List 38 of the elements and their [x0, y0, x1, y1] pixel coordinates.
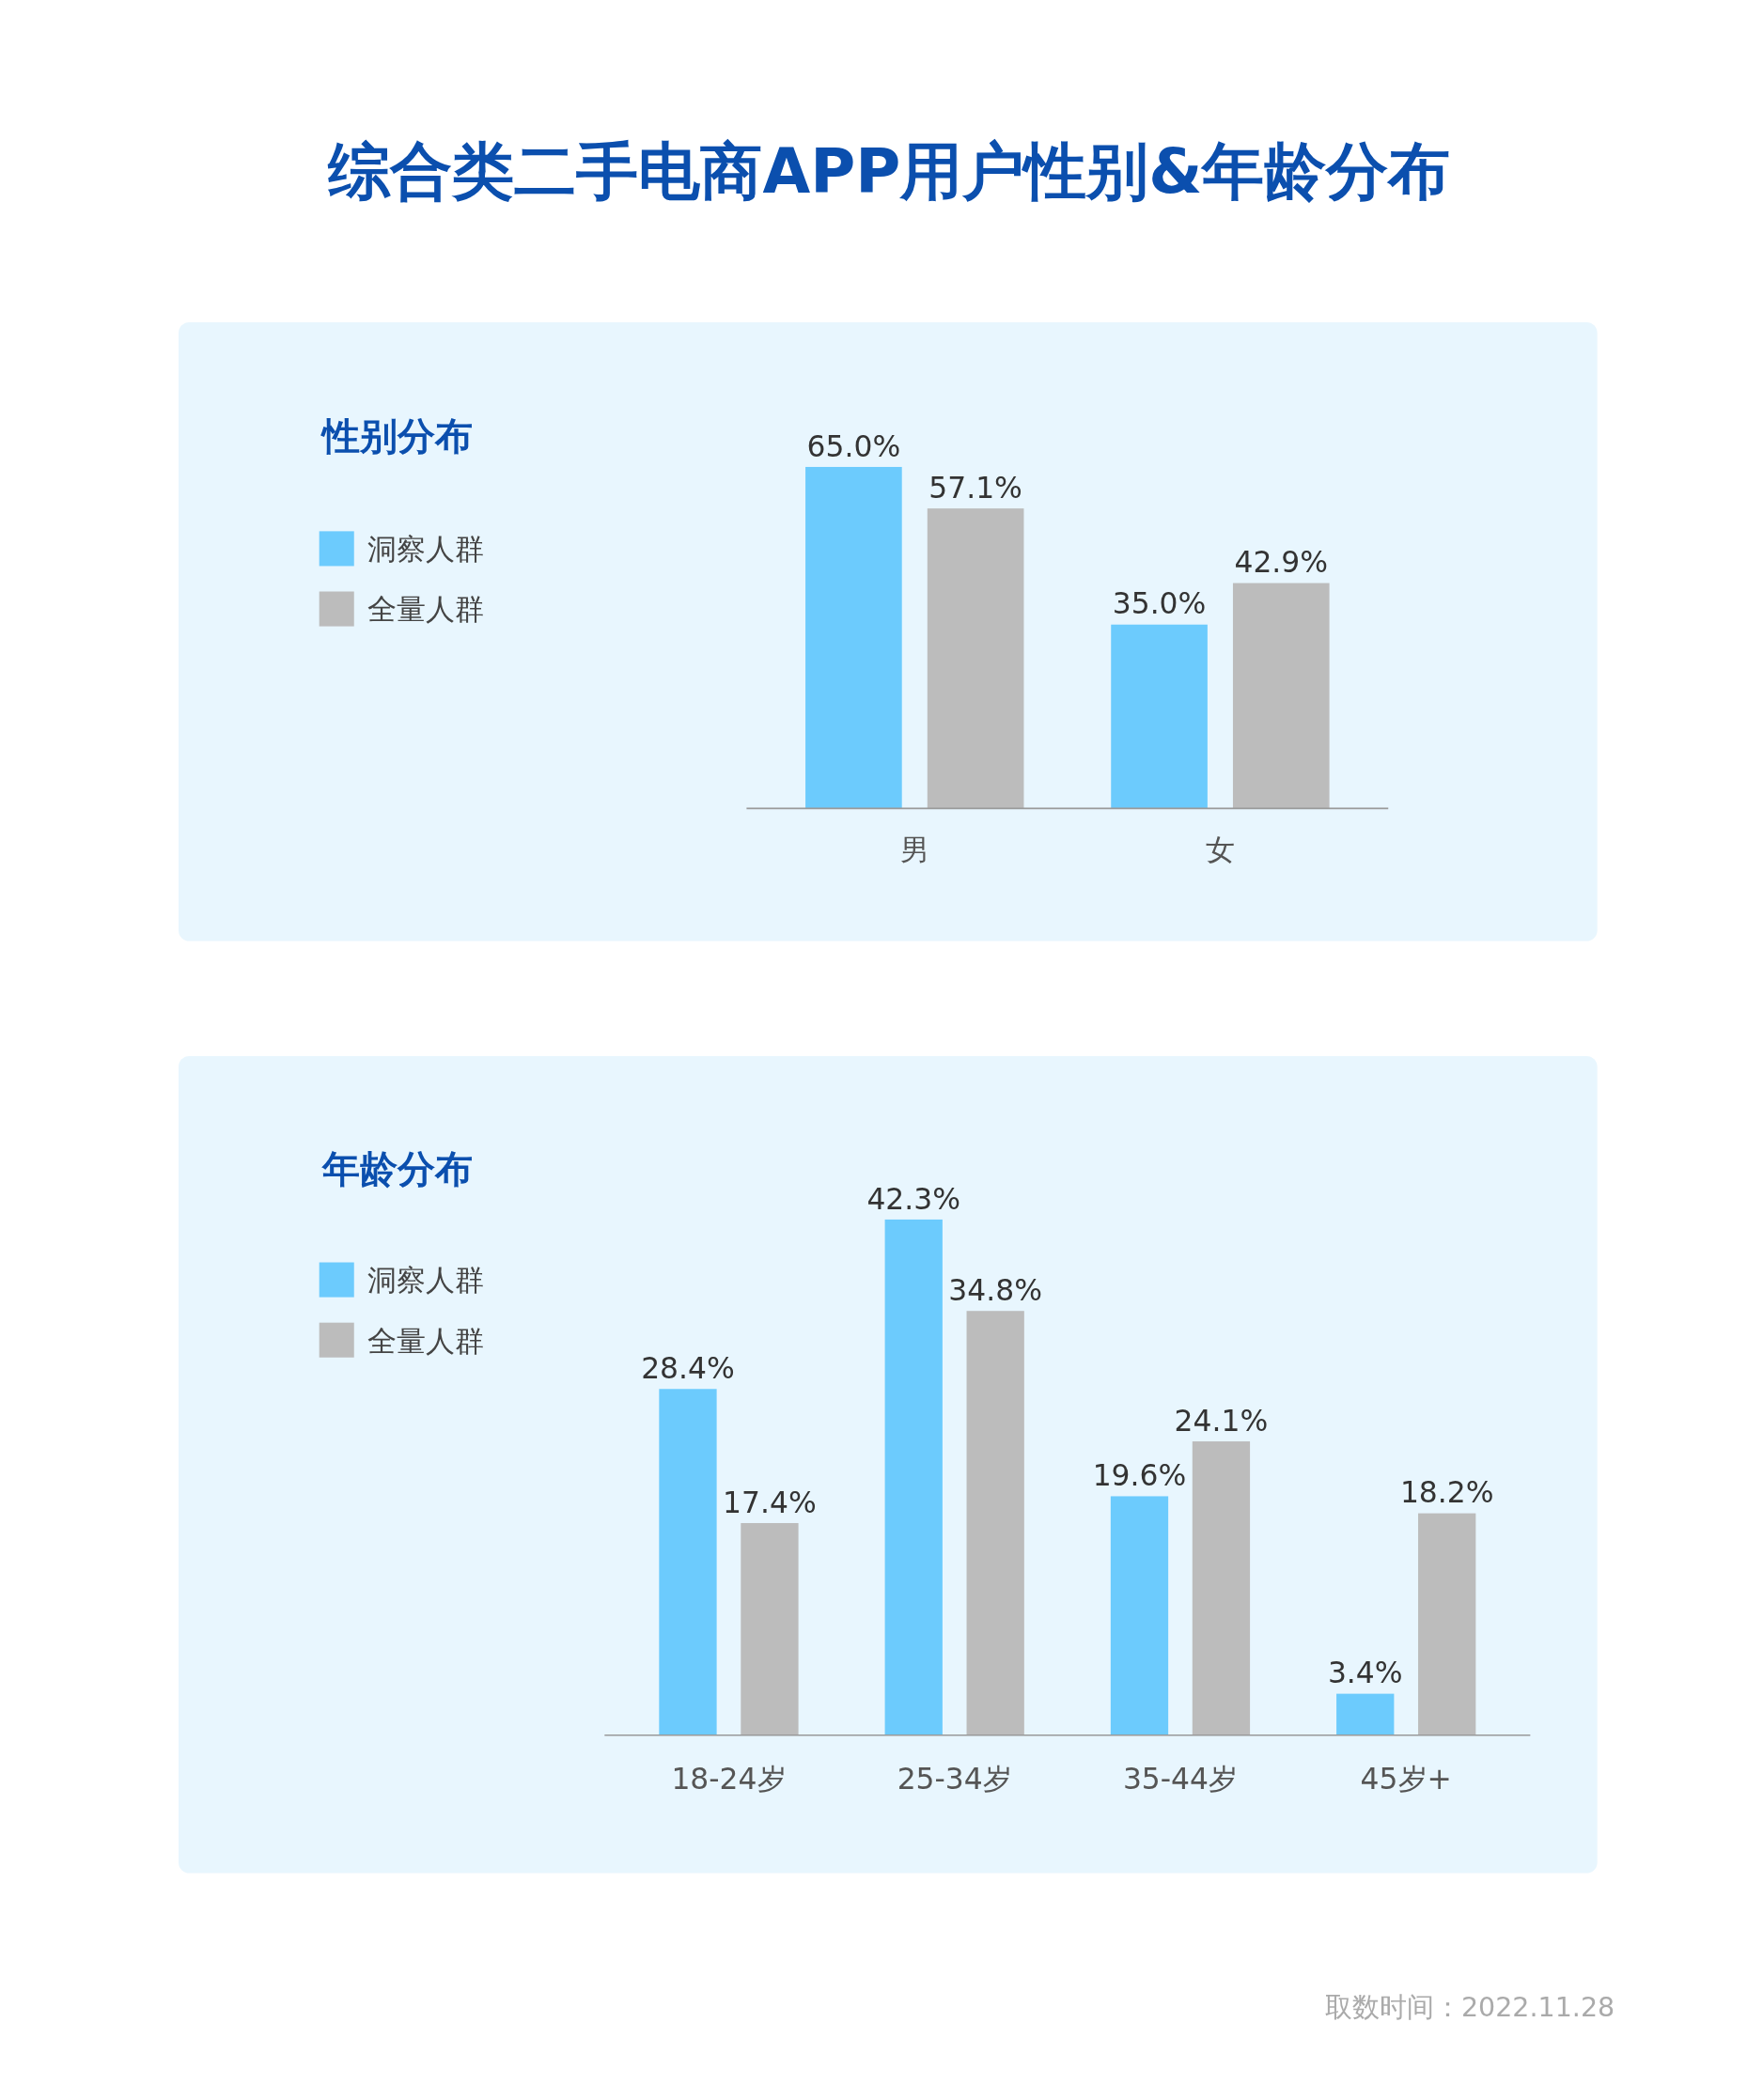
data-label: 42.3%	[866, 1181, 961, 1216]
text: 取数时间：2022.11.28	[1325, 1992, 1615, 2024]
bar	[805, 466, 903, 809]
data-label: 24.1%	[1175, 1403, 1269, 1438]
x-tick-label: 男	[900, 832, 930, 866]
data-label: 18.2%	[1400, 1475, 1494, 1510]
x-tick-label: 18-24岁	[671, 1761, 787, 1796]
legend-label: 洞察人群	[367, 1263, 485, 1298]
bar	[659, 1389, 718, 1735]
data-label: 57.1%	[928, 470, 1023, 505]
data-label: 35.0%	[1113, 586, 1207, 621]
bar	[741, 1523, 800, 1735]
legend-title: 年龄分布	[320, 1147, 473, 1191]
legend-label: 全量人群	[367, 592, 485, 627]
data-label: 42.9%	[1234, 545, 1329, 580]
data-label: 34.8%	[948, 1273, 1043, 1308]
legend-title: 性别分布	[320, 414, 473, 459]
legend-label: 全量人群	[367, 1323, 485, 1358]
bar	[885, 1220, 944, 1735]
x-tick-label: 35-44岁	[1123, 1761, 1239, 1796]
legend-label: 洞察人群	[367, 532, 485, 567]
data-label: 65.0%	[807, 428, 901, 463]
bar	[1111, 624, 1209, 809]
x-tick-label: 25-34岁	[897, 1761, 1013, 1796]
bar	[1111, 1496, 1169, 1735]
data-label: 3.4%	[1328, 1656, 1404, 1690]
x-tick-label: 45岁+	[1361, 1761, 1453, 1796]
bar	[1418, 1513, 1476, 1735]
x-tick-label: 女	[1206, 832, 1236, 866]
data-label: 17.4%	[723, 1485, 818, 1519]
bar	[966, 1311, 1025, 1735]
bar	[1193, 1441, 1251, 1735]
data-label: 19.6%	[1093, 1458, 1187, 1493]
bar	[1336, 1693, 1395, 1735]
text: 综合类二手电商APP用户性别&年龄分布	[326, 134, 1451, 207]
data-label: 28.4%	[641, 1351, 736, 1386]
bar	[1233, 583, 1331, 809]
bar	[928, 508, 1024, 809]
